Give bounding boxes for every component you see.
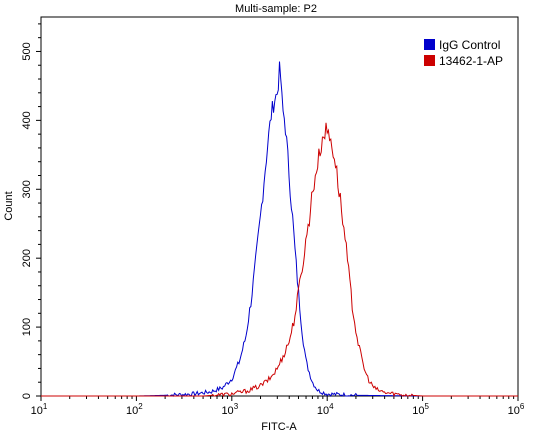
- series-layer: [41, 61, 518, 398]
- x-tick-label: 106: [508, 402, 525, 417]
- x-tick-label: 103: [221, 402, 238, 417]
- x-tick-label: 104: [317, 402, 334, 417]
- legend-swatch: [424, 39, 435, 50]
- y-tick-label: 100: [21, 318, 33, 336]
- y-axis: 0 100 200 300 400 500: [21, 23, 41, 399]
- series-line: [41, 122, 518, 398]
- plot-frame: [40, 16, 519, 397]
- x-tick-label: 105: [412, 402, 429, 417]
- series-line: [41, 61, 518, 398]
- legend: IgG Control 13462-1-AP: [424, 38, 503, 68]
- y-tick-label: 200: [21, 249, 33, 267]
- y-tick-label: 0: [21, 393, 33, 399]
- x-axis-title: FITC-A: [261, 421, 297, 433]
- y-tick-label: 400: [21, 111, 33, 129]
- legend-swatch: [424, 55, 435, 66]
- y-tick-label: 300: [21, 180, 33, 198]
- y-axis-title: Count: [3, 191, 15, 220]
- legend-label: 13462-1-AP: [439, 54, 503, 68]
- x-tick-label: 102: [126, 402, 143, 417]
- x-axis: 101 102 103 104 105 106: [31, 396, 525, 417]
- x-tick-label: 101: [31, 402, 48, 417]
- y-tick-label: 500: [21, 42, 33, 60]
- legend-label: IgG Control: [439, 38, 500, 52]
- chart-title: Multi-sample: P2: [235, 3, 317, 15]
